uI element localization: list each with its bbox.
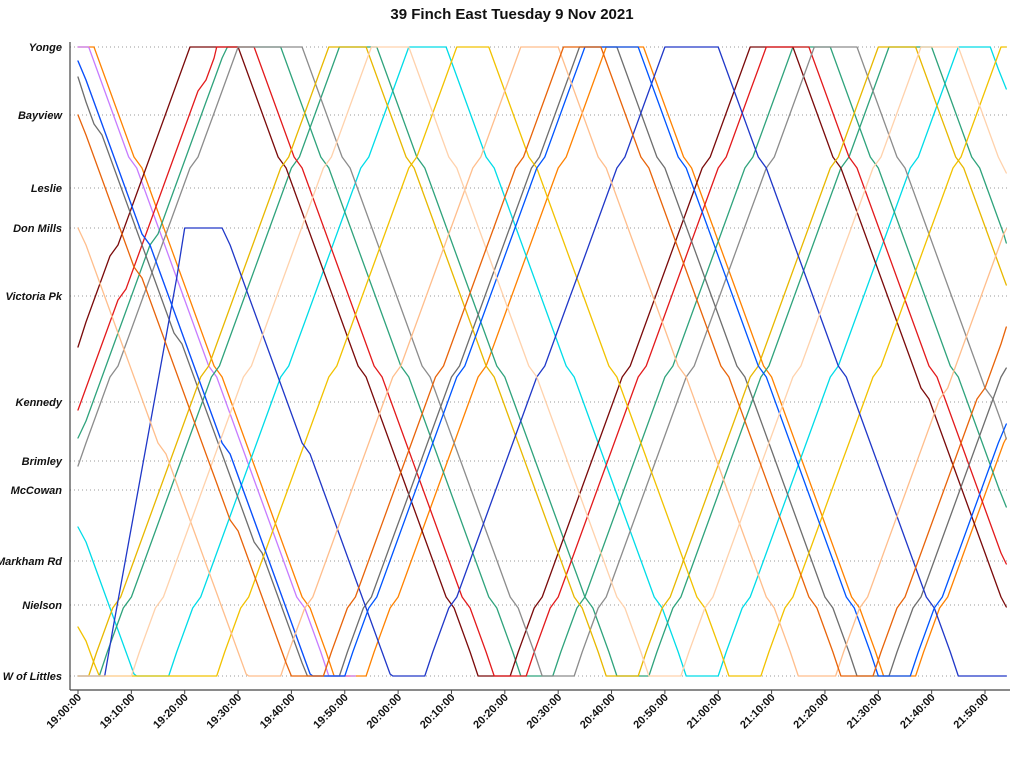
y-axis-label-mccowan: McCowan: [11, 485, 63, 497]
series-bus-seagreen: [77, 46, 1007, 677]
y-axis-label-nielson: Nielson: [22, 600, 62, 612]
series-bus-orange: [77, 46, 1007, 677]
y-axis-label-w-of-littles: W of Littles: [3, 671, 62, 683]
y-axis-label-leslie: Leslie: [31, 183, 62, 195]
x-axis-label: 19:00:00: [44, 692, 84, 732]
x-axis-label: 19:10:00: [98, 692, 138, 732]
y-axis-label-markham-rd: Markham Rd: [0, 556, 62, 568]
series-bus-gray-2: [77, 46, 1007, 677]
x-axis-label: 19:20:00: [151, 692, 191, 732]
x-axis-label: 21:30:00: [845, 692, 885, 732]
axes: Yonge Bayview Leslie Don Mills Victoria Pk Ke…: [0, 42, 1010, 731]
series-bus-red: [77, 46, 1007, 677]
x-axis-label: 21:00:00: [685, 692, 725, 732]
series-bus-seagreen-2: [77, 46, 1007, 677]
y-axis-label-don-mills: Don Mills: [13, 223, 62, 235]
y-axis-label-brimley: Brimley: [22, 456, 63, 468]
x-axis-label: 21:50:00: [951, 692, 991, 732]
series-bus-cyan: [77, 46, 1007, 677]
series-bus-peach-2: [77, 46, 1007, 677]
series-bus-orangered: [77, 46, 1007, 677]
x-axis-label: 20:00:00: [365, 692, 405, 732]
series-lines: [77, 46, 1007, 677]
x-axis-label: 21:40:00: [898, 692, 938, 732]
x-axis-label: 20:30:00: [525, 692, 565, 732]
x-axis-label: 21:20:00: [791, 692, 831, 732]
y-axis-label-yonge: Yonge: [29, 42, 62, 54]
series-bus-gray: [77, 46, 1007, 677]
x-axis-label: 19:30:00: [205, 692, 245, 732]
chart-title: 39 Finch East Tuesday 9 Nov 2021: [390, 6, 633, 23]
series-bus-gold: [77, 46, 1007, 677]
series-bus-brightblue: [77, 46, 1007, 677]
series-bus-blue: [77, 46, 1007, 677]
series-bus-maroon: [77, 46, 1007, 677]
series-bus-gold-2: [77, 46, 1007, 677]
x-axis-label: 20:50:00: [631, 692, 671, 732]
x-axis-label: 20:20:00: [471, 692, 511, 732]
y-axis-label-kennedy: Kennedy: [16, 397, 63, 409]
x-axis-label: 21:10:00: [738, 692, 778, 732]
x-axis-label: 19:40:00: [258, 692, 298, 732]
x-axis-label: 19:50:00: [311, 692, 351, 732]
y-axis-label-bayview: Bayview: [18, 110, 63, 122]
x-axis-label: 20:40:00: [578, 692, 618, 732]
y-axis-label-victoria-pk: Victoria Pk: [6, 291, 63, 303]
x-axis-label: 20:10:00: [418, 692, 458, 732]
series-bus-peach: [77, 46, 1007, 677]
series-bus-orchid: [77, 60, 351, 677]
